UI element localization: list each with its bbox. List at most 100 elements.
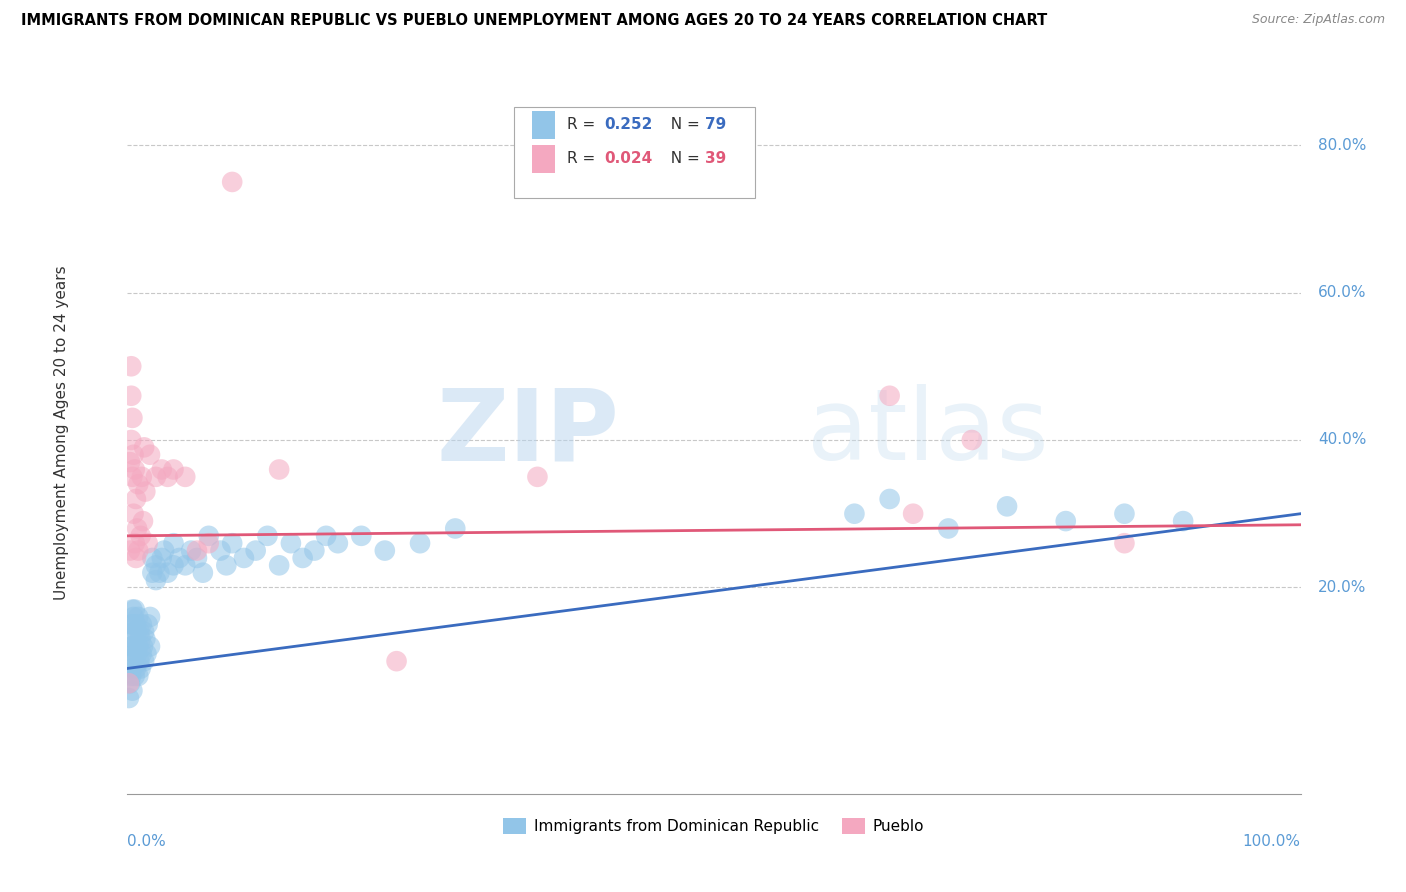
Point	[125, 491, 148, 506]
Point	[135, 647, 157, 661]
Point	[879, 491, 901, 506]
Text: IMMIGRANTS FROM DOMINICAN REPUBLIC VS PUEBLO UNEMPLOYMENT AMONG AGES 20 TO 24 YE: IMMIGRANTS FROM DOMINICAN REPUBLIC VS PU…	[21, 13, 1047, 29]
Text: 100.0%: 100.0%	[1243, 834, 1301, 848]
Point	[127, 669, 149, 683]
Point	[129, 661, 152, 675]
Point	[245, 543, 267, 558]
Text: 79: 79	[706, 118, 727, 132]
Point	[256, 529, 278, 543]
Point	[1114, 507, 1136, 521]
Point	[879, 389, 901, 403]
Point	[127, 640, 149, 654]
Point	[162, 462, 184, 476]
Point	[209, 543, 232, 558]
Point	[139, 640, 162, 654]
Point	[174, 470, 197, 484]
Text: Source: ZipAtlas.com: Source: ZipAtlas.com	[1251, 13, 1385, 27]
Point	[169, 551, 191, 566]
Point	[174, 558, 197, 573]
Point	[145, 558, 167, 573]
Point	[141, 566, 163, 580]
Point	[122, 632, 145, 646]
Point	[121, 661, 143, 675]
Point	[148, 566, 170, 580]
Point	[124, 536, 146, 550]
Point	[374, 543, 396, 558]
Point	[326, 536, 349, 550]
Point	[131, 647, 153, 661]
Text: R =: R =	[567, 118, 600, 132]
Text: N =: N =	[661, 152, 704, 166]
Point	[221, 175, 243, 189]
Point	[120, 654, 142, 668]
Point	[131, 470, 153, 484]
Text: 60.0%: 60.0%	[1319, 285, 1367, 300]
Point	[1171, 514, 1194, 528]
Point	[156, 470, 179, 484]
Point	[122, 654, 145, 668]
Point	[139, 448, 162, 462]
Point	[121, 617, 143, 632]
Point	[125, 640, 148, 654]
Point	[134, 632, 156, 646]
Point	[124, 462, 146, 476]
Point	[197, 536, 219, 550]
Point	[150, 462, 173, 476]
Point	[291, 551, 314, 566]
Point	[121, 640, 143, 654]
Point	[129, 529, 152, 543]
Text: 80.0%: 80.0%	[1319, 137, 1367, 153]
Point	[1054, 514, 1077, 528]
Point	[122, 507, 145, 521]
Legend: Immigrants from Dominican Republic, Pueblo: Immigrants from Dominican Republic, Pueb…	[498, 813, 929, 840]
Point	[127, 477, 149, 491]
Point	[120, 617, 142, 632]
Point	[141, 551, 163, 566]
Text: 0.024: 0.024	[605, 152, 652, 166]
Point	[304, 543, 326, 558]
Point	[121, 470, 143, 484]
Point	[121, 683, 143, 698]
Point	[131, 617, 153, 632]
Text: ZIP: ZIP	[437, 384, 620, 481]
Point	[121, 602, 143, 616]
Point	[120, 433, 142, 447]
Point	[132, 640, 155, 654]
Point	[139, 610, 162, 624]
Point	[122, 448, 145, 462]
Point	[124, 602, 146, 616]
Point	[134, 441, 156, 455]
Point	[128, 624, 150, 639]
Point	[315, 529, 337, 543]
Point	[409, 536, 432, 550]
Point	[127, 647, 149, 661]
FancyBboxPatch shape	[531, 112, 555, 138]
Point	[1114, 536, 1136, 550]
Point	[127, 624, 149, 639]
Text: 40.0%: 40.0%	[1319, 433, 1367, 448]
Point	[162, 536, 184, 550]
Point	[150, 551, 173, 566]
Point	[118, 691, 141, 706]
Point	[120, 543, 142, 558]
Point	[162, 558, 184, 573]
Point	[125, 617, 148, 632]
Point	[129, 632, 152, 646]
Point	[269, 558, 291, 573]
Point	[120, 669, 142, 683]
Text: N =: N =	[661, 118, 704, 132]
Point	[121, 410, 143, 425]
Point	[124, 669, 146, 683]
Point	[444, 521, 467, 535]
Point	[125, 551, 148, 566]
Text: 0.0%: 0.0%	[127, 834, 166, 848]
Point	[120, 455, 142, 469]
Point	[145, 470, 167, 484]
Text: 0.252: 0.252	[605, 118, 652, 132]
Point	[120, 676, 142, 690]
Point	[132, 514, 155, 528]
Point	[120, 640, 142, 654]
Point	[118, 676, 141, 690]
Point	[134, 624, 156, 639]
Point	[156, 566, 179, 580]
